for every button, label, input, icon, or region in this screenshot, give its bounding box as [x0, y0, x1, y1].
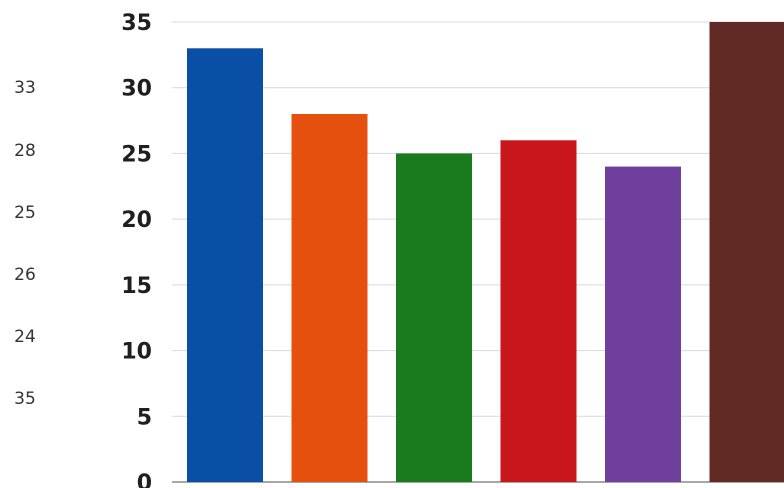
y-tick-label: 30	[121, 77, 152, 102]
y-tick-label: 0	[137, 471, 152, 488]
y-tick-label: 25	[121, 142, 152, 167]
bar-2	[291, 114, 368, 482]
bar-6	[709, 22, 784, 482]
value-label-3: 25	[14, 203, 36, 223]
value-label-6: 35	[14, 389, 36, 409]
value-label-4: 26	[14, 265, 36, 285]
gridlines	[172, 21, 784, 483]
value-label-2: 28	[14, 141, 36, 161]
bar-1	[187, 48, 263, 483]
value-label-1: 33	[14, 78, 36, 98]
bar-4	[500, 140, 577, 483]
value-label-5: 24	[14, 327, 36, 347]
y-tick-label: 5	[137, 405, 152, 430]
y-axis-tick-labels: 0 5 10 15 20 25 30 35	[121, 11, 152, 488]
bar-5	[605, 166, 681, 483]
bar-3	[396, 153, 472, 482]
value-list: 33 28 25 26 24 35	[0, 0, 60, 488]
bars	[187, 22, 784, 483]
y-tick-label: 15	[121, 274, 152, 299]
y-tick-label: 20	[121, 208, 152, 233]
y-tick-label: 35	[121, 11, 152, 36]
y-tick-label: 10	[121, 340, 152, 365]
